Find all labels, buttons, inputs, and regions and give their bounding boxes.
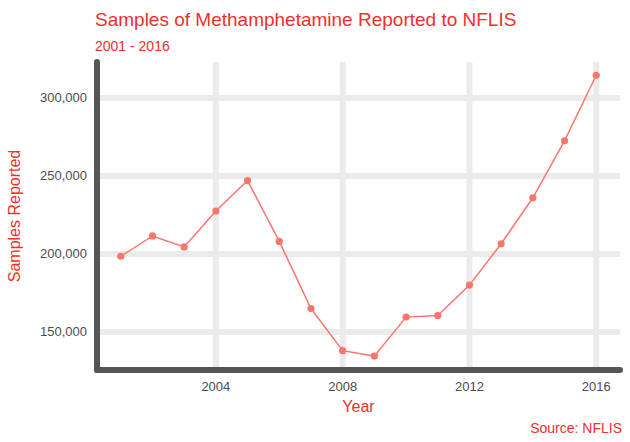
- title: Samples of Methamphetamine Reported to N…: [95, 9, 516, 30]
- grid-line-x: [593, 62, 599, 370]
- point: [371, 353, 378, 360]
- chart: 150,000 200,000 250,000 300,000 2004 2008 2012…: [0, 0, 630, 442]
- grid-line-y: [97, 329, 620, 335]
- grid-line-y: [97, 173, 620, 179]
- x-tick-label: 2004: [201, 379, 230, 394]
- point: [561, 137, 568, 144]
- grid-line-x: [340, 62, 346, 370]
- grid-line-x: [213, 62, 219, 370]
- y-tick-label: 300,000: [40, 90, 87, 105]
- subtitle: 2001 - 2016: [95, 38, 170, 54]
- point: [149, 232, 156, 239]
- x-tick-label: 2016: [582, 379, 611, 394]
- point: [529, 194, 536, 201]
- point: [181, 243, 188, 250]
- grid: [97, 62, 620, 370]
- data: [117, 72, 600, 360]
- x-tick-label: 2008: [328, 379, 357, 394]
- point: [276, 238, 283, 245]
- point: [402, 314, 409, 321]
- point: [339, 347, 346, 354]
- point: [117, 253, 124, 260]
- point: [593, 72, 600, 79]
- caption: Source: NFLIS: [530, 420, 622, 436]
- point: [434, 312, 441, 319]
- y-axis-label: Samples Reported: [6, 150, 23, 283]
- x-tick-label: 2012: [455, 379, 484, 394]
- y-axis-line: [94, 62, 100, 370]
- point: [307, 305, 314, 312]
- point: [498, 240, 505, 247]
- y-tick-label: 200,000: [40, 246, 87, 261]
- grid-line-y: [97, 251, 620, 257]
- y-tick-label: 250,000: [40, 168, 87, 183]
- x-axis-line: [97, 367, 620, 373]
- y-tick-label: 150,000: [40, 324, 87, 339]
- grid-line-x: [466, 62, 472, 370]
- point: [244, 177, 251, 184]
- x-axis-label: Year: [342, 398, 375, 415]
- point: [466, 282, 473, 289]
- grid-line-y: [97, 95, 620, 101]
- point: [212, 207, 219, 214]
- series-line: [121, 75, 596, 356]
